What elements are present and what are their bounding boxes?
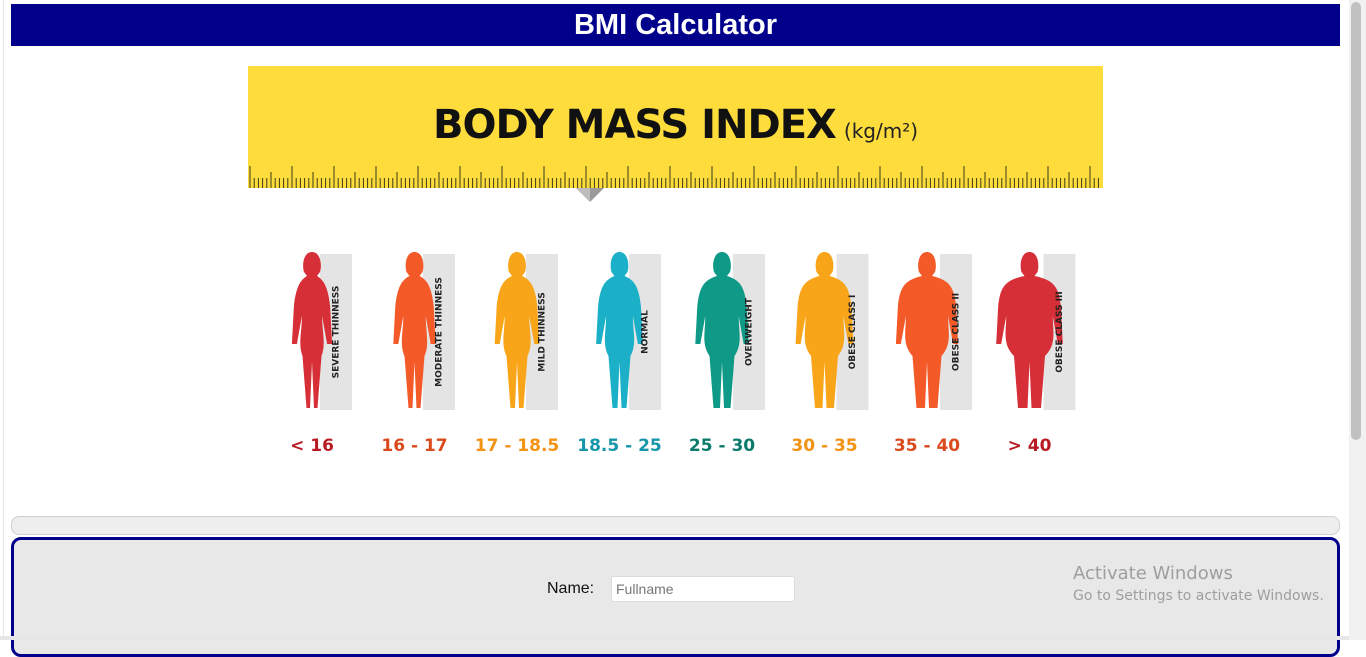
- person-silhouette-icon: [996, 252, 1063, 408]
- scrollbar-thumb[interactable]: [1351, 2, 1361, 440]
- bmi-category-label: OBESE CLASS III: [1055, 291, 1065, 372]
- bmi-category-label: NORMAL: [641, 310, 651, 354]
- bmi-title-text: BODY MASS INDEX: [432, 102, 837, 148]
- bmi-figure-7: OBESE CLASS II: [895, 252, 972, 410]
- watermark-line2: Go to Settings to activate Windows.: [1073, 588, 1324, 604]
- bmi-category-label: OBESE CLASS I: [848, 295, 858, 370]
- bmi-range-label: 17 - 18.5: [474, 436, 560, 456]
- bmi-figure-8: OBESE CLASS III: [996, 252, 1076, 410]
- bmi-category-label: MILD THINNESS: [538, 292, 548, 371]
- page-title: BMI Calculator: [573, 8, 778, 41]
- page-header: BMI Calculator: [11, 4, 1340, 46]
- bmi-range-label: 30 - 35: [791, 436, 858, 456]
- bmi-category-label: MODERATE THINNESS: [435, 277, 445, 387]
- bmi-figure-1: SEVERE THINNESS: [291, 252, 352, 410]
- bmi-range-label: 35 - 40: [893, 436, 961, 456]
- bmi-unit-text: (kg/m²): [843, 119, 919, 143]
- bmi-chart-title: BODY MASS INDEX (kg/m²): [248, 102, 1103, 148]
- name-label: Name:: [547, 580, 595, 597]
- bmi-range-label: 18.5 - 25: [577, 436, 662, 456]
- bmi-ruler-banner: BODY MASS INDEX (kg/m²): [248, 66, 1103, 188]
- bmi-category-label: OBESE CLASS II: [952, 293, 962, 371]
- person-silhouette-icon: [795, 252, 854, 408]
- bmi-category-label: SEVERE THINNESS: [332, 286, 342, 379]
- bmi-category-label: OVERWEIGHT: [745, 297, 755, 366]
- bmi-range-label: 25 - 30: [688, 436, 756, 456]
- activate-windows-watermark: Activate Windows Go to Settings to activ…: [1073, 563, 1324, 604]
- bmi-chart-image: BODY MASS INDEX (kg/m²) SEVERE THINNESS MO…: [248, 66, 1103, 482]
- person-silhouette-icon: [393, 252, 436, 408]
- bmi-figure-4: NORMAL: [596, 252, 661, 410]
- watermark-line1: Activate Windows: [1073, 563, 1233, 584]
- ruler-pointer-icon: [576, 188, 604, 202]
- person-silhouette-icon: [494, 252, 540, 408]
- person-silhouette-icon: [695, 252, 749, 408]
- bmi-figure-5: OVERWEIGHT: [695, 252, 765, 410]
- bmi-figures: SEVERE THINNESS MODERATE THINNESS MILD THI…: [291, 252, 1076, 410]
- bmi-figure-6: OBESE CLASS I: [795, 252, 869, 410]
- bmi-figure-3: MILD THINNESS: [494, 252, 558, 410]
- divider-bar: [11, 516, 1340, 535]
- person-silhouette-icon: [291, 252, 333, 408]
- bmi-figure-2: MODERATE THINNESS: [393, 252, 455, 410]
- bottom-edge: [0, 636, 1349, 640]
- person-silhouette-icon: [596, 252, 643, 408]
- bmi-range-label: < 16: [290, 436, 334, 456]
- ruler-ticks: [248, 162, 1103, 188]
- name-input[interactable]: [611, 576, 795, 602]
- bmi-range-label: 16 - 17: [381, 436, 448, 456]
- bmi-range-label: > 40: [1007, 436, 1052, 456]
- person-silhouette-icon: [895, 252, 959, 408]
